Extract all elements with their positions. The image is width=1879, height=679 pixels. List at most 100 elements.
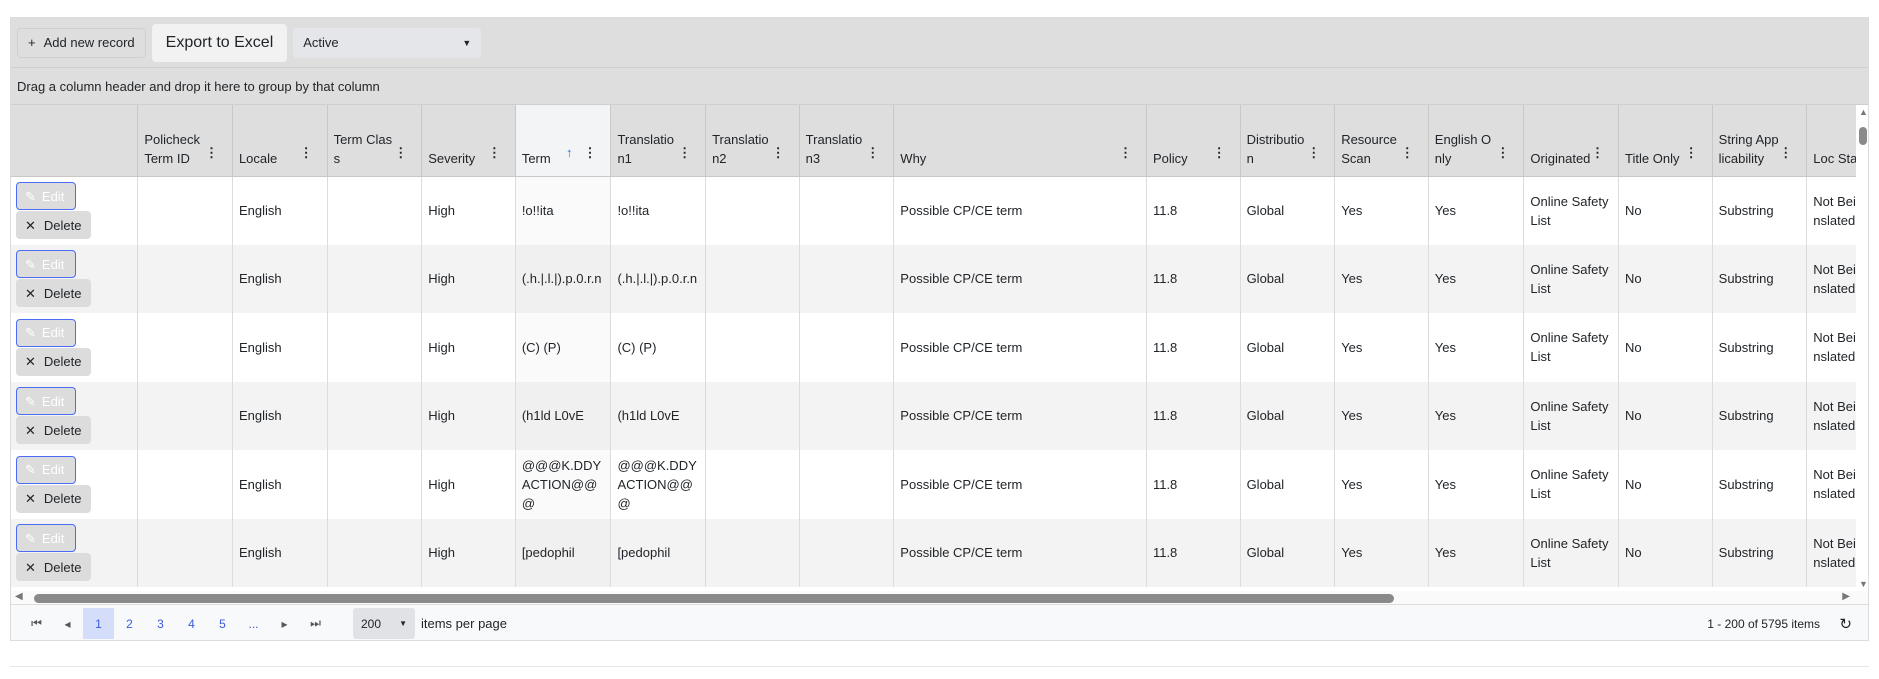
cell-severity: High bbox=[421, 450, 516, 519]
column-header-title-only[interactable]: Title Only ⋮ bbox=[1618, 105, 1713, 177]
horizontal-scroll-thumb[interactable] bbox=[34, 594, 1394, 603]
toolbar: + Add new record Export to Excel Active … bbox=[11, 18, 1868, 68]
delete-button[interactable]: ✕ Delete bbox=[16, 484, 91, 513]
column-menu-icon[interactable]: ⋮ bbox=[1212, 145, 1226, 160]
edit-button[interactable]: ✎ Edit bbox=[16, 318, 76, 347]
pencil-icon: ✎ bbox=[25, 256, 36, 272]
column-menu-icon[interactable]: ⋮ bbox=[1779, 145, 1793, 160]
column-header-resource-scan[interactable]: Resource Scan ⋮ bbox=[1334, 105, 1429, 177]
column-header-loc-status[interactable]: Loc Status⋮ bbox=[1806, 105, 1856, 177]
scroll-down-icon[interactable]: ▼ bbox=[1859, 579, 1868, 589]
vertical-scroll-thumb[interactable] bbox=[1859, 127, 1867, 145]
column-menu-icon[interactable]: ⋮ bbox=[771, 145, 785, 160]
scroll-left-icon[interactable]: ◀ bbox=[15, 591, 23, 602]
column-menu-icon[interactable]: ⋮ bbox=[487, 145, 501, 160]
column-header-translation3[interactable]: Translation3 ⋮ bbox=[799, 105, 895, 177]
column-header-label: Locale bbox=[238, 150, 278, 166]
refresh-icon[interactable]: ↻ bbox=[1839, 615, 1852, 633]
column-header-severity[interactable]: Severity ⋮ bbox=[421, 105, 516, 177]
column-menu-icon[interactable]: ⋮ bbox=[394, 145, 408, 160]
vertical-scrollbar[interactable]: ▲ ▼ bbox=[1856, 105, 1868, 591]
export-to-excel-button[interactable]: Export to Excel bbox=[151, 23, 288, 62]
cell-severity: High bbox=[421, 244, 516, 313]
horizontal-scrollbar[interactable]: ◀ ▶ bbox=[11, 591, 1868, 605]
column-menu-icon[interactable]: ⋮ bbox=[866, 145, 880, 160]
page-4-button[interactable]: 4 bbox=[188, 616, 195, 631]
delete-button[interactable]: ✕ Delete bbox=[16, 553, 91, 582]
cell-term: (.h.|.l.|).p.0.r.n bbox=[515, 244, 612, 313]
scroll-up-icon[interactable]: ▲ bbox=[1859, 107, 1868, 117]
column-menu-icon[interactable]: ⋮ bbox=[1496, 145, 1510, 160]
cell-policy: 11.8 bbox=[1146, 518, 1241, 587]
page-5-button[interactable]: 5 bbox=[219, 616, 226, 631]
cell-translation1: (h1ld L0vE bbox=[610, 381, 707, 450]
column-menu-icon[interactable]: ⋮ bbox=[583, 145, 597, 160]
cell-resource-scan: Yes bbox=[1334, 244, 1429, 313]
page-1-button[interactable]: 1 bbox=[83, 608, 114, 639]
column-header-locale[interactable]: Locale ⋮ bbox=[232, 105, 328, 177]
data-grid: + Add new record Export to Excel Active … bbox=[10, 17, 1869, 641]
delete-button[interactable]: ✕ Delete bbox=[16, 211, 91, 239]
column-menu-icon[interactable]: ⋮ bbox=[1684, 145, 1698, 160]
column-header-label: Originated bbox=[1530, 150, 1591, 166]
page-size-select[interactable]: 200 ▼ bbox=[353, 608, 415, 639]
column-menu-icon[interactable]: ⋮ bbox=[1118, 145, 1132, 160]
delete-button[interactable]: ✕ Delete bbox=[16, 279, 91, 308]
cell-string-applicability: Substring bbox=[1712, 244, 1808, 313]
column-header-why[interactable]: Why ⋮ bbox=[893, 105, 1147, 177]
delete-button[interactable]: ✕ Delete bbox=[16, 347, 91, 376]
table-row: ✎ Edit ✕ Delete English High [pedophil [pedophi… bbox=[11, 518, 1856, 587]
cell-loc-status: Not Being Translated bbox=[1806, 244, 1856, 313]
last-page-button[interactable]: ⏭ bbox=[310, 616, 321, 630]
column-header-originated[interactable]: Originated ⋮ bbox=[1523, 105, 1620, 177]
group-by-drop-area[interactable]: Drag a column header and drop it here to… bbox=[11, 68, 1868, 105]
cell-translation2 bbox=[705, 244, 800, 313]
edit-button[interactable]: ✎ Edit bbox=[16, 455, 76, 484]
edit-button[interactable]: ✎ Edit bbox=[16, 250, 76, 279]
column-menu-icon[interactable]: ⋮ bbox=[1307, 145, 1321, 160]
cell-locale: English bbox=[232, 381, 328, 450]
cell-originated: Online Safety List bbox=[1523, 313, 1620, 382]
column-header-term[interactable]: Term ↑ ⋮ bbox=[515, 105, 612, 177]
cell-english-only: Yes bbox=[1428, 244, 1525, 313]
cell-translation1: !o!!ita bbox=[610, 176, 707, 245]
add-new-record-button[interactable]: + Add new record bbox=[17, 27, 146, 58]
column-header-string-applicability[interactable]: String Applicability ⋮ bbox=[1712, 105, 1808, 177]
cell-term-class bbox=[327, 176, 423, 245]
edit-button[interactable]: ✎ Edit bbox=[16, 182, 76, 210]
next-page-button[interactable]: ▸ bbox=[281, 616, 288, 631]
column-menu-icon[interactable]: ⋮ bbox=[299, 145, 313, 160]
column-menu-icon[interactable]: ⋮ bbox=[1400, 145, 1414, 160]
column-header-translation2[interactable]: Translation2 ⋮ bbox=[705, 105, 800, 177]
more-pages-button[interactable]: ... bbox=[248, 616, 259, 631]
cell-translation2 bbox=[705, 381, 800, 450]
edit-button[interactable]: ✎ Edit bbox=[16, 524, 76, 553]
column-menu-icon[interactable]: ⋮ bbox=[1591, 145, 1605, 160]
table-row: ✎ Edit ✕ Delete English High (h1ld L0vE (h1ld L… bbox=[11, 381, 1856, 450]
scroll-right-icon[interactable]: ▶ bbox=[1842, 591, 1850, 602]
column-header-translation1[interactable]: Translation1 ⋮ bbox=[610, 105, 707, 177]
page-3-button[interactable]: 3 bbox=[157, 616, 164, 631]
cell-loc-status: Not Being Translated bbox=[1806, 313, 1856, 382]
column-header-english-only[interactable]: English Only ⋮ bbox=[1428, 105, 1525, 177]
column-header-policheck-term-id[interactable]: Policheck Term ID ⋮ bbox=[137, 105, 233, 177]
column-menu-icon[interactable]: ⋮ bbox=[678, 145, 692, 160]
first-page-button[interactable]: ⏮ bbox=[31, 616, 42, 630]
cell-term-class bbox=[327, 313, 423, 382]
sort-ascending-icon[interactable]: ↑ bbox=[565, 145, 573, 160]
edit-button[interactable]: ✎ Edit bbox=[16, 387, 76, 416]
column-header-distribution[interactable]: Distribution ⋮ bbox=[1240, 105, 1336, 177]
column-header-term-class[interactable]: Term Class ⋮ bbox=[327, 105, 423, 177]
column-header-label: Translation3 bbox=[805, 131, 863, 166]
cell-severity: High bbox=[421, 313, 516, 382]
column-menu-icon[interactable]: ⋮ bbox=[204, 145, 218, 160]
plus-icon: + bbox=[28, 35, 36, 50]
status-filter-select[interactable]: Active ▼ bbox=[293, 27, 482, 58]
column-header-policy[interactable]: Policy ⋮ bbox=[1146, 105, 1241, 177]
delete-button[interactable]: ✕ Delete bbox=[16, 416, 91, 445]
pencil-icon: ✎ bbox=[25, 462, 36, 478]
page-2-button[interactable]: 2 bbox=[126, 616, 133, 631]
column-header-actions[interactable] bbox=[11, 105, 139, 177]
previous-page-button[interactable]: ◂ bbox=[64, 616, 71, 631]
cell-title-only: No bbox=[1618, 381, 1713, 450]
